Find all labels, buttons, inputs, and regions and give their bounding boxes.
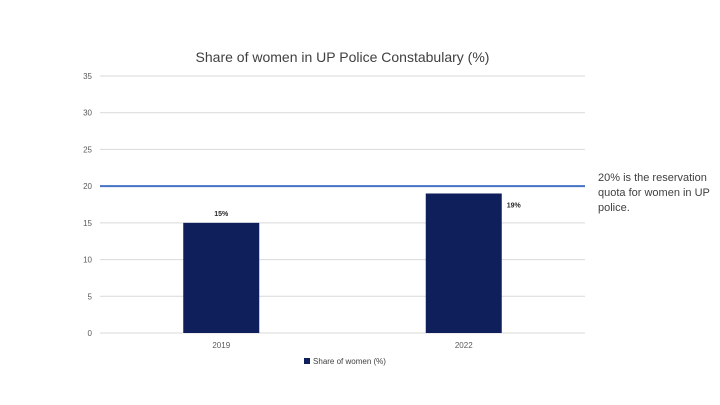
- x-tick-label: 2022: [455, 341, 473, 350]
- reference-annotation: 20% is the reservation quota for women i…: [598, 172, 710, 214]
- y-tick-label: 35: [83, 72, 92, 81]
- x-tick-label: 2019: [212, 341, 230, 350]
- y-tick-label: 15: [83, 219, 92, 228]
- legend: Share of women (%): [0, 357, 690, 366]
- y-tick-label: 10: [83, 256, 92, 265]
- chart-title: Share of women in UP Police Constabulary…: [195, 49, 490, 65]
- data-label: 15%: [214, 211, 229, 218]
- bar: [425, 193, 502, 333]
- y-axis-ticks: 0 5 10 15 20 25 30 35: [83, 72, 92, 338]
- bar: [183, 222, 260, 333]
- bars: 15% 19%: [183, 193, 522, 333]
- data-label: 19%: [507, 202, 522, 209]
- legend-label: Share of women (%): [313, 357, 386, 366]
- x-axis-ticks: 2019 2022: [212, 341, 473, 350]
- y-tick-label: 25: [83, 145, 92, 154]
- y-tick-label: 5: [88, 292, 93, 301]
- y-tick-label: 20: [83, 182, 92, 191]
- y-tick-label: 30: [83, 109, 92, 118]
- legend-swatch: [304, 357, 311, 364]
- y-tick-label: 0: [88, 329, 93, 338]
